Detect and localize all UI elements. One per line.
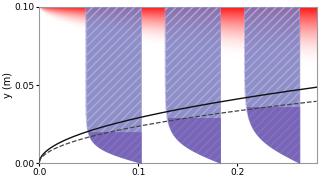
Y-axis label: y (m): y (m) xyxy=(4,72,13,98)
